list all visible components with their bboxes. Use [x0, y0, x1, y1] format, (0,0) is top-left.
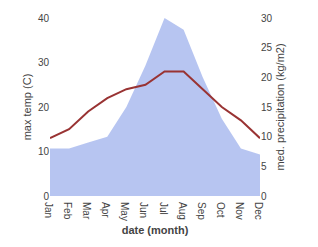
svg-text:Aug: Aug [177, 202, 188, 220]
svg-text:40: 40 [38, 13, 50, 24]
svg-text:May: May [119, 202, 130, 221]
svg-text:10: 10 [38, 146, 50, 157]
svg-text:5: 5 [261, 161, 267, 172]
svg-text:Mar: Mar [81, 202, 92, 220]
svg-text:Jun: Jun [138, 202, 149, 218]
svg-text:Oct: Oct [215, 202, 226, 218]
svg-text:20: 20 [38, 102, 50, 113]
svg-text:Jan: Jan [43, 202, 54, 218]
svg-text:25: 25 [261, 42, 273, 53]
svg-text:Dec: Dec [253, 202, 264, 220]
svg-text:20: 20 [261, 72, 273, 83]
svg-text:Nov: Nov [234, 202, 245, 220]
svg-text:max temp (C): max temp (C) [21, 74, 33, 141]
svg-text:Apr: Apr [100, 202, 111, 218]
svg-text:date (month): date (month) [122, 224, 189, 236]
svg-text:med. precipitation (kg/m2): med. precipitation (kg/m2) [274, 43, 286, 170]
svg-text:Feb: Feb [62, 202, 73, 220]
svg-text:30: 30 [261, 13, 273, 24]
svg-text:15: 15 [261, 102, 273, 113]
svg-text:Sep: Sep [196, 202, 207, 220]
svg-text:30: 30 [38, 57, 50, 68]
svg-text:0: 0 [261, 191, 267, 202]
svg-text:10: 10 [261, 131, 273, 142]
svg-text:Jul: Jul [158, 202, 169, 215]
svg-text:0: 0 [43, 191, 49, 202]
